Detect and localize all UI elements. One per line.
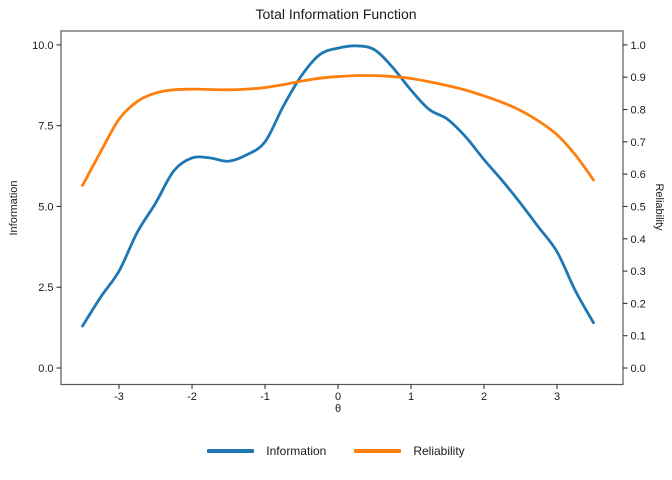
x-tick-label: 1 (408, 391, 414, 403)
left-axis-title: Information (8, 180, 20, 236)
information-line-swatch (207, 449, 255, 453)
x-tick-label: -1 (260, 391, 270, 403)
right-tick-label: 0.7 (631, 137, 646, 149)
right-tick-label: 0.1 (631, 331, 646, 343)
right-tick-label: 0.5 (631, 201, 646, 213)
legend-label-reliability: Reliability (413, 444, 465, 458)
right-axis-title: Reliability (653, 183, 665, 231)
x-tick-label: -2 (187, 391, 197, 403)
x-tick-label: 3 (554, 391, 560, 403)
information-line (81, 44, 595, 328)
right-tick-label: 0.0 (631, 363, 646, 375)
x-tick-label: 0 (335, 391, 341, 403)
right-tick-label: 0.9 (631, 72, 646, 84)
right-tick-label: 0.3 (631, 266, 646, 278)
x-axis-title: θ (334, 403, 342, 415)
x-tick-label: -3 (114, 391, 124, 403)
plot-panel-border (60, 30, 624, 386)
x-tick-label: 2 (481, 391, 487, 403)
left-tick-label: 10.0 (32, 40, 53, 52)
legend-label-information: Information (266, 444, 327, 458)
left-tick-label: 7.5 (38, 121, 53, 133)
right-tick-label: 0.4 (631, 234, 646, 246)
left-tick-label: 5.0 (38, 201, 53, 213)
reliability-line (81, 74, 595, 187)
right-tick-label: 0.8 (631, 105, 646, 117)
chart-title: Total Information Function (255, 6, 417, 22)
legend: Information Reliability (0, 444, 672, 458)
left-tick-label: 2.5 (38, 282, 53, 294)
right-tick-label: 0.6 (631, 169, 646, 181)
right-tick-label: 0.2 (631, 298, 646, 310)
left-tick-label: 0.0 (38, 363, 53, 375)
legend-entry-information: Information (207, 444, 326, 458)
legend-entry-reliability: Reliability (354, 444, 465, 458)
reliability-line-swatch (354, 449, 402, 453)
right-tick-label: 1.0 (631, 40, 646, 52)
